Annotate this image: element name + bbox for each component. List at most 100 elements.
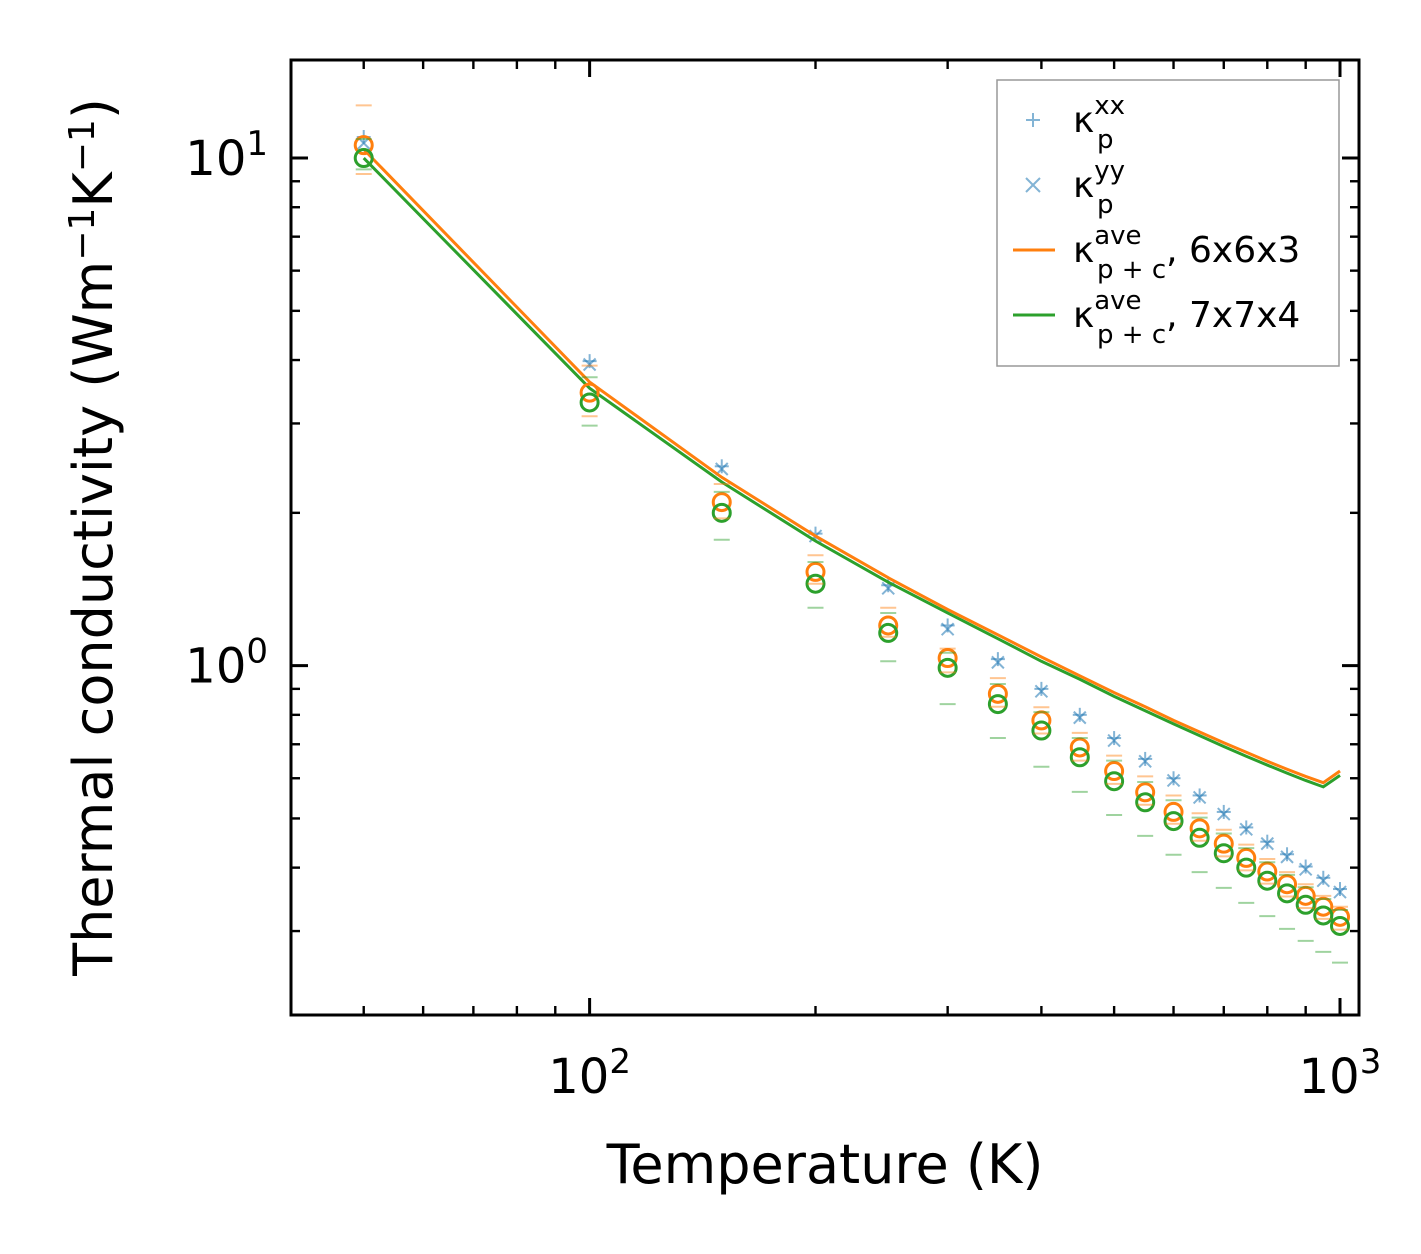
circles_6x6x3-point-250 [878, 615, 899, 636]
series-circles_6x6x3 [353, 135, 1351, 927]
x-tick-label-0: 102 [548, 1042, 631, 1105]
line-kappa_pc_ave_774 [362, 156, 1341, 789]
kappa_p_yy-point-100 [582, 357, 597, 372]
circles_7x7x4-point-800 [1257, 870, 1278, 891]
circles_7x7x4-point-900 [1295, 894, 1316, 915]
circles_7x7x4-point-700 [1213, 843, 1234, 864]
kappa_p_yy-point-300 [940, 622, 955, 636]
circles_7x7x4-point-50 [353, 148, 374, 169]
circles_7x7x4-point-350 [987, 694, 1008, 715]
series-dash_orange_lower [355, 173, 1349, 931]
kappa_p_yy-point-900 [1298, 862, 1313, 877]
circles_7x7x4-point-400 [1031, 720, 1052, 741]
y-axis-title: Thermal conductivity (Wm−1K−1) [62, 98, 125, 977]
series-circles_7x7x4 [353, 148, 1351, 936]
circles_6x6x3-point-600 [1163, 801, 1184, 822]
circles_6x6x3-point-500 [1104, 761, 1125, 782]
circles_7x7x4-point-550 [1135, 792, 1156, 813]
line-kappa_pc_ave_663 [362, 148, 1341, 785]
kappa_p_xx-point-150 [714, 459, 729, 474]
circles_6x6x3-point-900 [1295, 885, 1316, 906]
kappa_p_yy-point-1000 [1333, 885, 1347, 899]
kappa_p_yy-point-650 [1192, 790, 1207, 805]
circles_7x7x4-point-450 [1069, 747, 1090, 768]
circles_6x6x3-point-650 [1189, 818, 1210, 839]
kappa_p_yy-point-750 [1239, 822, 1253, 836]
series-dash_orange_upper [355, 104, 1349, 908]
kappa_p_xx-point-1000 [1333, 882, 1348, 897]
circles_7x7x4-point-1000 [1330, 915, 1351, 936]
kappa_p_xx-point-650 [1192, 788, 1207, 803]
kappa_p_xx-point-350 [990, 652, 1005, 667]
circles_6x6x3-point-800 [1257, 861, 1278, 882]
circles_6x6x3-point-450 [1069, 737, 1090, 758]
legend-entry-1: κyy p [1025, 156, 1125, 220]
circles_7x7x4-point-600 [1163, 811, 1184, 832]
circles_7x7x4-point-300 [937, 657, 958, 678]
circles_6x6x3-point-200 [805, 561, 826, 582]
circles_7x7x4-point-650 [1189, 827, 1210, 848]
circles_6x6x3-point-850 [1277, 874, 1298, 895]
kappa_p_xx-point-550 [1138, 751, 1153, 766]
legend-entry-0: κxx p [1026, 91, 1125, 155]
circles_6x6x3-point-100 [579, 382, 600, 403]
kappa_p_xx-point-600 [1166, 771, 1181, 786]
kappa_p_xx-point-950 [1316, 870, 1331, 885]
circles_7x7x4-point-950 [1313, 905, 1334, 926]
y-tick-label-1: 101 [185, 124, 268, 187]
circles_7x7x4-point-100 [579, 392, 600, 413]
kappa_p_yy-point-600 [1166, 773, 1181, 788]
circles_7x7x4-point-850 [1277, 883, 1298, 904]
kappa_p_yy-point-950 [1316, 873, 1331, 888]
legend-label-3: κave p + c, 7x7x4 [1073, 286, 1300, 350]
legend-entry-3: κave p + c, 7x7x4 [1013, 286, 1300, 350]
circles_6x6x3-point-400 [1031, 710, 1052, 731]
circles_7x7x4-point-200 [805, 573, 826, 594]
y-tick-label-0: 100 [185, 632, 268, 695]
series-kappa_pc_ave_663 [362, 148, 1341, 785]
kappa_p_xx-point-800 [1260, 834, 1275, 849]
kappa_p_yy-point-800 [1260, 836, 1274, 851]
series-dash_green_lower [355, 168, 1349, 964]
axes-frame [289, 58, 1361, 1017]
legend-box [996, 79, 1340, 367]
axes-border [289, 58, 1361, 1017]
kappa_p_xx-point-500 [1107, 731, 1122, 746]
legend-label-1: κyy p [1073, 156, 1125, 220]
kappa_p_xx-point-400 [1034, 681, 1049, 696]
kappa_p_yy-point-550 [1138, 754, 1152, 768]
kappa_p_xx-point-450 [1072, 707, 1087, 722]
legend-plus-marker [1026, 113, 1040, 127]
kappa_p_xx-point-900 [1298, 859, 1313, 874]
kappa_p_xx-point-850 [1280, 847, 1295, 862]
circles_7x7x4-point-250 [878, 622, 899, 643]
x-tick-label-1: 103 [1299, 1042, 1382, 1105]
circles_7x7x4-point-150 [711, 502, 732, 523]
circles_7x7x4-point-500 [1104, 771, 1125, 792]
legend-x-marker [1025, 177, 1041, 193]
circles_6x6x3-point-50 [353, 135, 374, 156]
circles_6x6x3-point-300 [937, 648, 958, 669]
plot-area [353, 104, 1351, 964]
legend-label-0: κxx p [1073, 91, 1125, 155]
series-dash_green_upper [355, 138, 1349, 912]
kappa_p_yy-point-700 [1217, 807, 1231, 821]
circles_6x6x3-point-550 [1135, 782, 1156, 803]
x-axis-title: Temperature (K) [606, 1133, 1044, 1196]
series-kappa_pc_ave_774 [362, 156, 1341, 789]
legend-label-2: κave p + c, 6x6x3 [1073, 221, 1300, 285]
kappa_p_xx-point-750 [1239, 820, 1254, 835]
circles_6x6x3-point-150 [711, 492, 732, 513]
kappa_p_yy-point-450 [1073, 710, 1087, 725]
kappa_p_yy-point-350 [991, 655, 1005, 670]
circles_6x6x3-point-700 [1213, 833, 1234, 854]
kappa_p_yy-point-400 [1034, 684, 1049, 699]
circles_7x7x4-point-750 [1236, 857, 1257, 878]
circles_6x6x3-point-750 [1236, 847, 1257, 868]
kappa_p_yy-point-500 [1107, 733, 1121, 748]
circles_6x6x3-point-350 [987, 683, 1008, 704]
kappa_p_xx-point-700 [1216, 804, 1231, 819]
axis-ticks: 102 103 100 101 [185, 60, 1381, 1105]
